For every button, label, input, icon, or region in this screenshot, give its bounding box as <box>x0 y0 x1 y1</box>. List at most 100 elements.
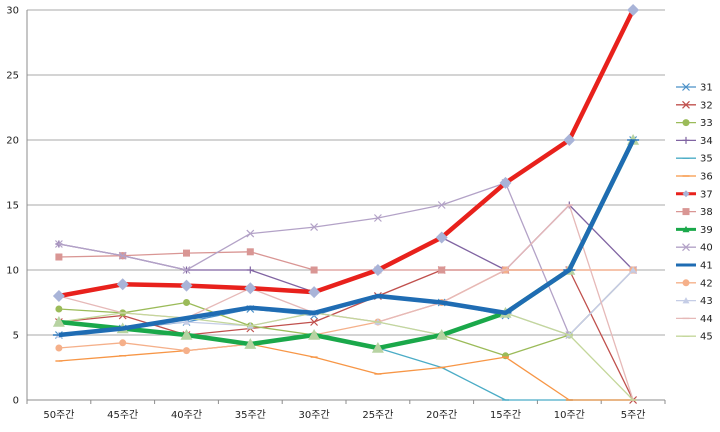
legend-item: 31 <box>676 83 713 94</box>
data-point <box>52 290 65 302</box>
data-point <box>682 279 690 287</box>
legend-label: 32 <box>700 100 713 111</box>
data-point <box>244 282 257 295</box>
legend-label: 35 <box>700 154 713 165</box>
data-point <box>435 231 448 244</box>
data-point <box>371 342 384 353</box>
legend-item: 36 <box>676 172 713 183</box>
data-point <box>52 316 65 327</box>
legend-item: 32 <box>676 100 713 111</box>
legend-label: 44 <box>700 314 713 325</box>
legend-item: 37 <box>676 189 713 200</box>
y-tick-label: 10 <box>6 266 19 277</box>
x-tick-label: 30주간 <box>299 409 330 421</box>
data-point <box>183 299 190 306</box>
legend-item: 44 <box>676 314 713 325</box>
legend-label: 38 <box>700 207 713 218</box>
data-point <box>244 338 257 349</box>
data-point <box>310 318 319 326</box>
legend-label: 42 <box>700 278 713 289</box>
series-39 <box>52 134 640 353</box>
x-tick-label: 10주간 <box>554 409 585 421</box>
gridlines <box>27 9 665 336</box>
data-point <box>183 318 190 325</box>
legend-item: 43 <box>676 296 713 307</box>
legend-label: 33 <box>700 118 713 129</box>
data-point <box>246 229 255 238</box>
legend-label: 36 <box>700 172 713 183</box>
data-point <box>682 190 690 198</box>
data-point <box>54 240 63 248</box>
legend-item: 38 <box>676 207 713 218</box>
legend-item: 42 <box>676 278 713 289</box>
series-layer <box>52 4 640 404</box>
x-tick-label: 15주간 <box>490 409 521 421</box>
series-line <box>58 139 636 338</box>
x-tick-label: 20주간 <box>426 409 457 421</box>
data-point <box>55 305 63 313</box>
data-point <box>118 251 127 260</box>
legend-item: 34 <box>676 136 713 147</box>
data-point <box>563 134 576 146</box>
legend-label: 45 <box>700 332 713 343</box>
y-tick-label: 20 <box>6 136 19 147</box>
legend-item: 39 <box>676 225 713 236</box>
series-line <box>58 269 634 352</box>
data-point <box>246 248 254 256</box>
y-tick-label: 0 <box>13 396 19 407</box>
series-37 <box>52 4 640 302</box>
data-point <box>119 339 127 347</box>
series-41 <box>52 139 640 338</box>
data-point <box>116 278 129 291</box>
data-point <box>310 266 318 274</box>
x-tick-label: 40주간 <box>171 409 202 421</box>
x-tick-label: 50주간 <box>43 409 74 421</box>
series-line <box>58 9 636 299</box>
x-tick-label: 25주간 <box>362 409 393 421</box>
data-point <box>55 253 63 261</box>
legend-label: 34 <box>700 136 713 147</box>
legend-item: 45 <box>676 332 713 343</box>
series-line <box>58 182 634 336</box>
series-line <box>58 321 634 401</box>
y-tick-label: 15 <box>6 201 19 212</box>
series-36 <box>55 343 637 401</box>
legend-label: 41 <box>700 261 713 272</box>
data-point <box>682 83 690 91</box>
data-point <box>182 266 191 274</box>
data-point <box>55 344 63 352</box>
x-tick-label: 45주간 <box>107 409 138 421</box>
y-tick-label: 5 <box>13 331 19 342</box>
y-axis-tick-labels: 0 5 10 15 20 25 30 <box>6 6 19 407</box>
data-point <box>308 286 321 299</box>
legend-label: 37 <box>700 189 713 200</box>
data-point <box>682 208 690 216</box>
data-point <box>435 329 448 340</box>
x-tick-label: 35주간 <box>235 409 266 421</box>
x-tick-label: 5주간 <box>621 409 646 421</box>
data-point <box>438 266 446 274</box>
series-line <box>58 343 634 401</box>
legend-item: 40 <box>676 243 713 254</box>
data-point <box>246 266 254 274</box>
data-point <box>629 266 637 273</box>
data-point <box>180 329 193 340</box>
data-point <box>682 225 690 233</box>
legend-label: 43 <box>700 296 713 307</box>
data-point <box>499 176 512 189</box>
y-tick-label: 30 <box>6 6 19 17</box>
series-31 <box>54 136 638 339</box>
legend-label: 31 <box>700 83 713 94</box>
data-point <box>310 223 319 232</box>
x-axis-tick-labels: 50주간 45주간 40주간 35주간 30주간 25주간 20주간 15주간 10주간 5주간 <box>26 400 666 421</box>
data-point <box>308 329 321 340</box>
data-point <box>437 201 446 209</box>
legend: 31 32 33 34 35 36 37 38 39 40 41 42 43 44 45 <box>676 83 713 343</box>
data-point <box>682 297 690 304</box>
legend-item: 35 <box>676 154 713 165</box>
data-point <box>373 214 382 222</box>
y-tick-label: 25 <box>6 71 19 82</box>
series-35 <box>55 321 637 401</box>
legend-item: 33 <box>676 118 713 129</box>
